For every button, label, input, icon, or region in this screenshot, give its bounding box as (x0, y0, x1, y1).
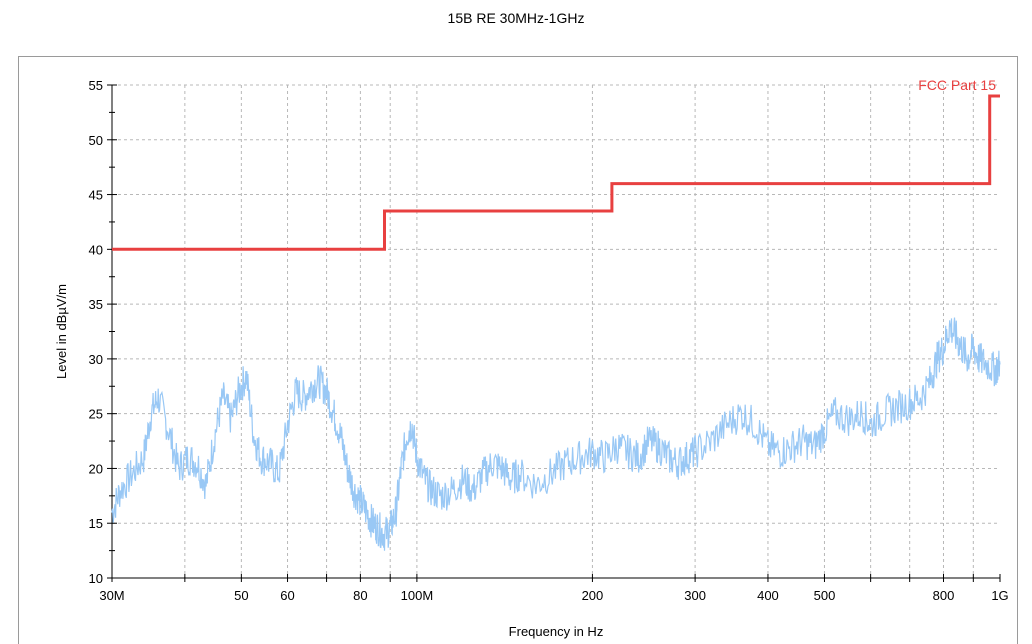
y-tick-label: 25 (89, 407, 103, 422)
tick-labels: 10 15 20 25 30 35 40 45 50 55 30M 50 60 80 100M 200 300 4… (89, 78, 1009, 603)
x-tick-label: 300 (684, 588, 706, 603)
x-axis-label: Frequency in Hz (509, 624, 604, 639)
x-tick-label: 200 (582, 588, 604, 603)
chart-frame (18, 56, 1018, 644)
axes (107, 84, 1001, 582)
x-tick-label: 30M (99, 588, 124, 603)
y-tick-label: 30 (89, 352, 103, 367)
y-tick-label: 15 (89, 516, 103, 531)
y-tick-label: 55 (89, 78, 103, 93)
x-tick-label: 80 (353, 588, 367, 603)
y-tick-label: 20 (89, 461, 103, 476)
x-tick-label: 100M (401, 588, 434, 603)
measurement-series (111, 317, 1001, 551)
limit-series (112, 94, 1000, 251)
grid (112, 84, 1000, 578)
limit-line (112, 94, 1000, 251)
x-tick-label: 60 (280, 588, 294, 603)
y-tick-label: 45 (89, 188, 103, 203)
y-tick-label: 40 (89, 242, 103, 257)
y-tick-label: 50 (89, 133, 103, 148)
measurement-trace (111, 317, 1001, 551)
x-tick-label: 400 (757, 588, 779, 603)
y-tick-label: 35 (89, 297, 103, 312)
x-tick-label: 1G (991, 588, 1008, 603)
x-tick-label: 500 (814, 588, 836, 603)
chart-title: 15B RE 30MHz-1GHz (447, 10, 585, 26)
y-tick-label: 10 (89, 571, 103, 586)
y-axis-label: Level in dBµV/m (54, 284, 69, 379)
limit-line-label: FCC Part 15 (918, 77, 996, 93)
x-tick-label: 50 (234, 588, 248, 603)
x-tick-label: 800 (933, 588, 955, 603)
